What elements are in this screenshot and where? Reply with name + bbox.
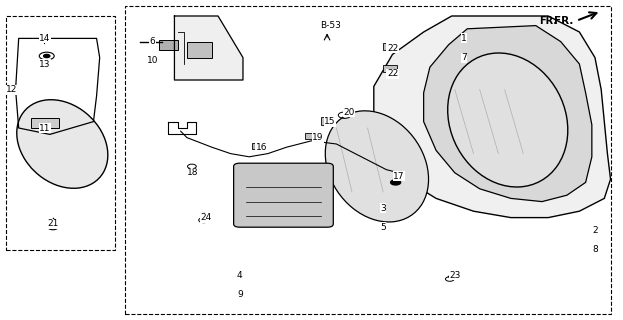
Bar xyxy=(125,6,611,314)
Ellipse shape xyxy=(448,53,568,187)
PathPatch shape xyxy=(424,26,592,202)
Text: B-53: B-53 xyxy=(320,21,341,30)
Circle shape xyxy=(391,180,401,185)
Text: 13: 13 xyxy=(39,60,50,68)
Text: 11: 11 xyxy=(39,124,50,132)
Polygon shape xyxy=(174,16,243,80)
Text: 7: 7 xyxy=(461,53,467,62)
Bar xyxy=(252,143,264,149)
Text: 14: 14 xyxy=(39,34,50,43)
Bar xyxy=(383,65,397,72)
Text: 17: 17 xyxy=(393,172,404,180)
Circle shape xyxy=(44,54,50,58)
Text: 5: 5 xyxy=(380,223,386,232)
Bar xyxy=(321,117,332,125)
FancyBboxPatch shape xyxy=(234,163,333,227)
Text: 3: 3 xyxy=(380,204,386,212)
Text: 1: 1 xyxy=(461,34,467,43)
Text: 22: 22 xyxy=(387,69,398,78)
Bar xyxy=(187,42,212,58)
Text: 22: 22 xyxy=(387,44,398,52)
Bar xyxy=(159,40,178,50)
Text: 20: 20 xyxy=(343,108,354,116)
PathPatch shape xyxy=(374,16,611,218)
Bar xyxy=(305,133,318,139)
Bar xyxy=(383,43,397,50)
Text: 24: 24 xyxy=(200,213,211,222)
Text: 18: 18 xyxy=(188,168,199,177)
Text: 21: 21 xyxy=(47,220,59,228)
Text: 16: 16 xyxy=(256,143,267,152)
Text: 8: 8 xyxy=(592,245,598,254)
Text: FR.: FR. xyxy=(540,16,558,26)
Ellipse shape xyxy=(325,111,429,222)
Bar xyxy=(6,16,115,250)
Text: 4: 4 xyxy=(237,271,243,280)
Text: 2: 2 xyxy=(592,226,598,235)
Text: 10: 10 xyxy=(147,56,158,65)
Text: 15: 15 xyxy=(325,117,336,126)
Text: FR.: FR. xyxy=(554,16,574,26)
Text: 12: 12 xyxy=(6,85,17,94)
Text: 6: 6 xyxy=(150,37,156,46)
Ellipse shape xyxy=(17,100,108,188)
Text: 9: 9 xyxy=(237,290,243,299)
Text: 23: 23 xyxy=(449,271,460,280)
Bar xyxy=(31,118,59,128)
Text: 19: 19 xyxy=(312,133,323,142)
